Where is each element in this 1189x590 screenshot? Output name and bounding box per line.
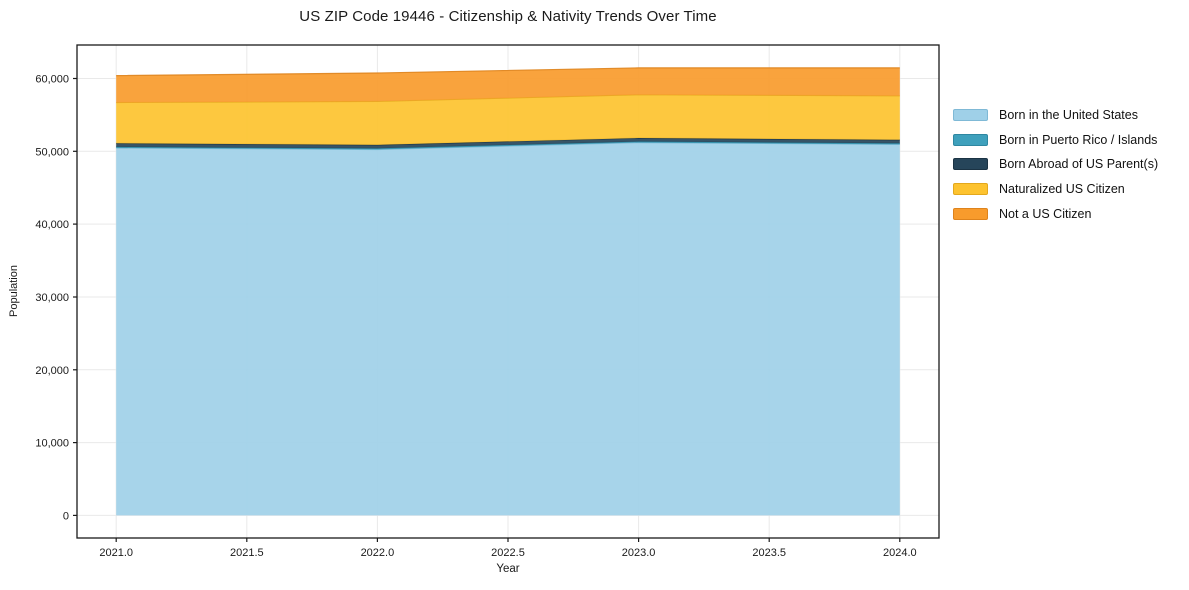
legend-swatch	[953, 183, 988, 196]
y-axis-label: Population	[8, 265, 20, 317]
y-tick-label: 60,000	[35, 74, 69, 86]
x-tick-label: 2024.0	[883, 547, 917, 559]
x-tick-label: 2021.5	[230, 547, 264, 559]
legend-swatch	[953, 133, 988, 146]
legend-swatch	[953, 158, 988, 171]
x-axis-label: Year	[496, 563, 520, 575]
x-tick-label: 2022.5	[491, 547, 525, 559]
legend-item: Naturalized US Citizen	[953, 177, 1158, 202]
y-tick-label: 50,000	[35, 146, 69, 158]
area-not-a-us-citizen	[116, 67, 900, 103]
legend: Born in the United States Born in Puerto …	[953, 103, 1158, 226]
legend-item: Born Abroad of US Parent(s)	[953, 152, 1158, 177]
legend-swatch	[953, 109, 988, 122]
x-tick-label: 2023.0	[622, 547, 656, 559]
area-born-abroad-of-us-parent-s-	[116, 138, 900, 149]
legend-label: Naturalized US Citizen	[999, 182, 1125, 197]
area-naturalized-us-citizen	[116, 94, 900, 145]
legend-label: Born in Puerto Rico / Islands	[999, 132, 1158, 147]
legend-item: Not a US Citizen	[953, 201, 1158, 226]
y-tick-label: 20,000	[35, 365, 69, 377]
legend-label: Not a US Citizen	[999, 206, 1092, 221]
y-tick-label: 40,000	[35, 219, 69, 231]
y-tick-label: 30,000	[35, 292, 69, 304]
chart-title: US ZIP Code 19446 - Citizenship & Nativi…	[299, 8, 717, 25]
y-tick-label: 10,000	[35, 438, 69, 450]
x-tick-label: 2022.0	[361, 547, 395, 559]
legend-label: Born in the United States	[999, 108, 1138, 123]
x-tick-label: 2023.5	[752, 547, 786, 559]
legend-item: Born in Puerto Rico / Islands	[953, 128, 1158, 153]
legend-item: Born in the United States	[953, 103, 1158, 128]
area-edge	[116, 67, 900, 77]
legend-swatch	[953, 207, 988, 220]
legend-label: Born Abroad of US Parent(s)	[999, 157, 1159, 172]
y-tick-label: 0	[63, 510, 69, 522]
area-born-in-the-united-states	[116, 142, 900, 516]
x-tick-label: 2021.0	[99, 547, 133, 559]
